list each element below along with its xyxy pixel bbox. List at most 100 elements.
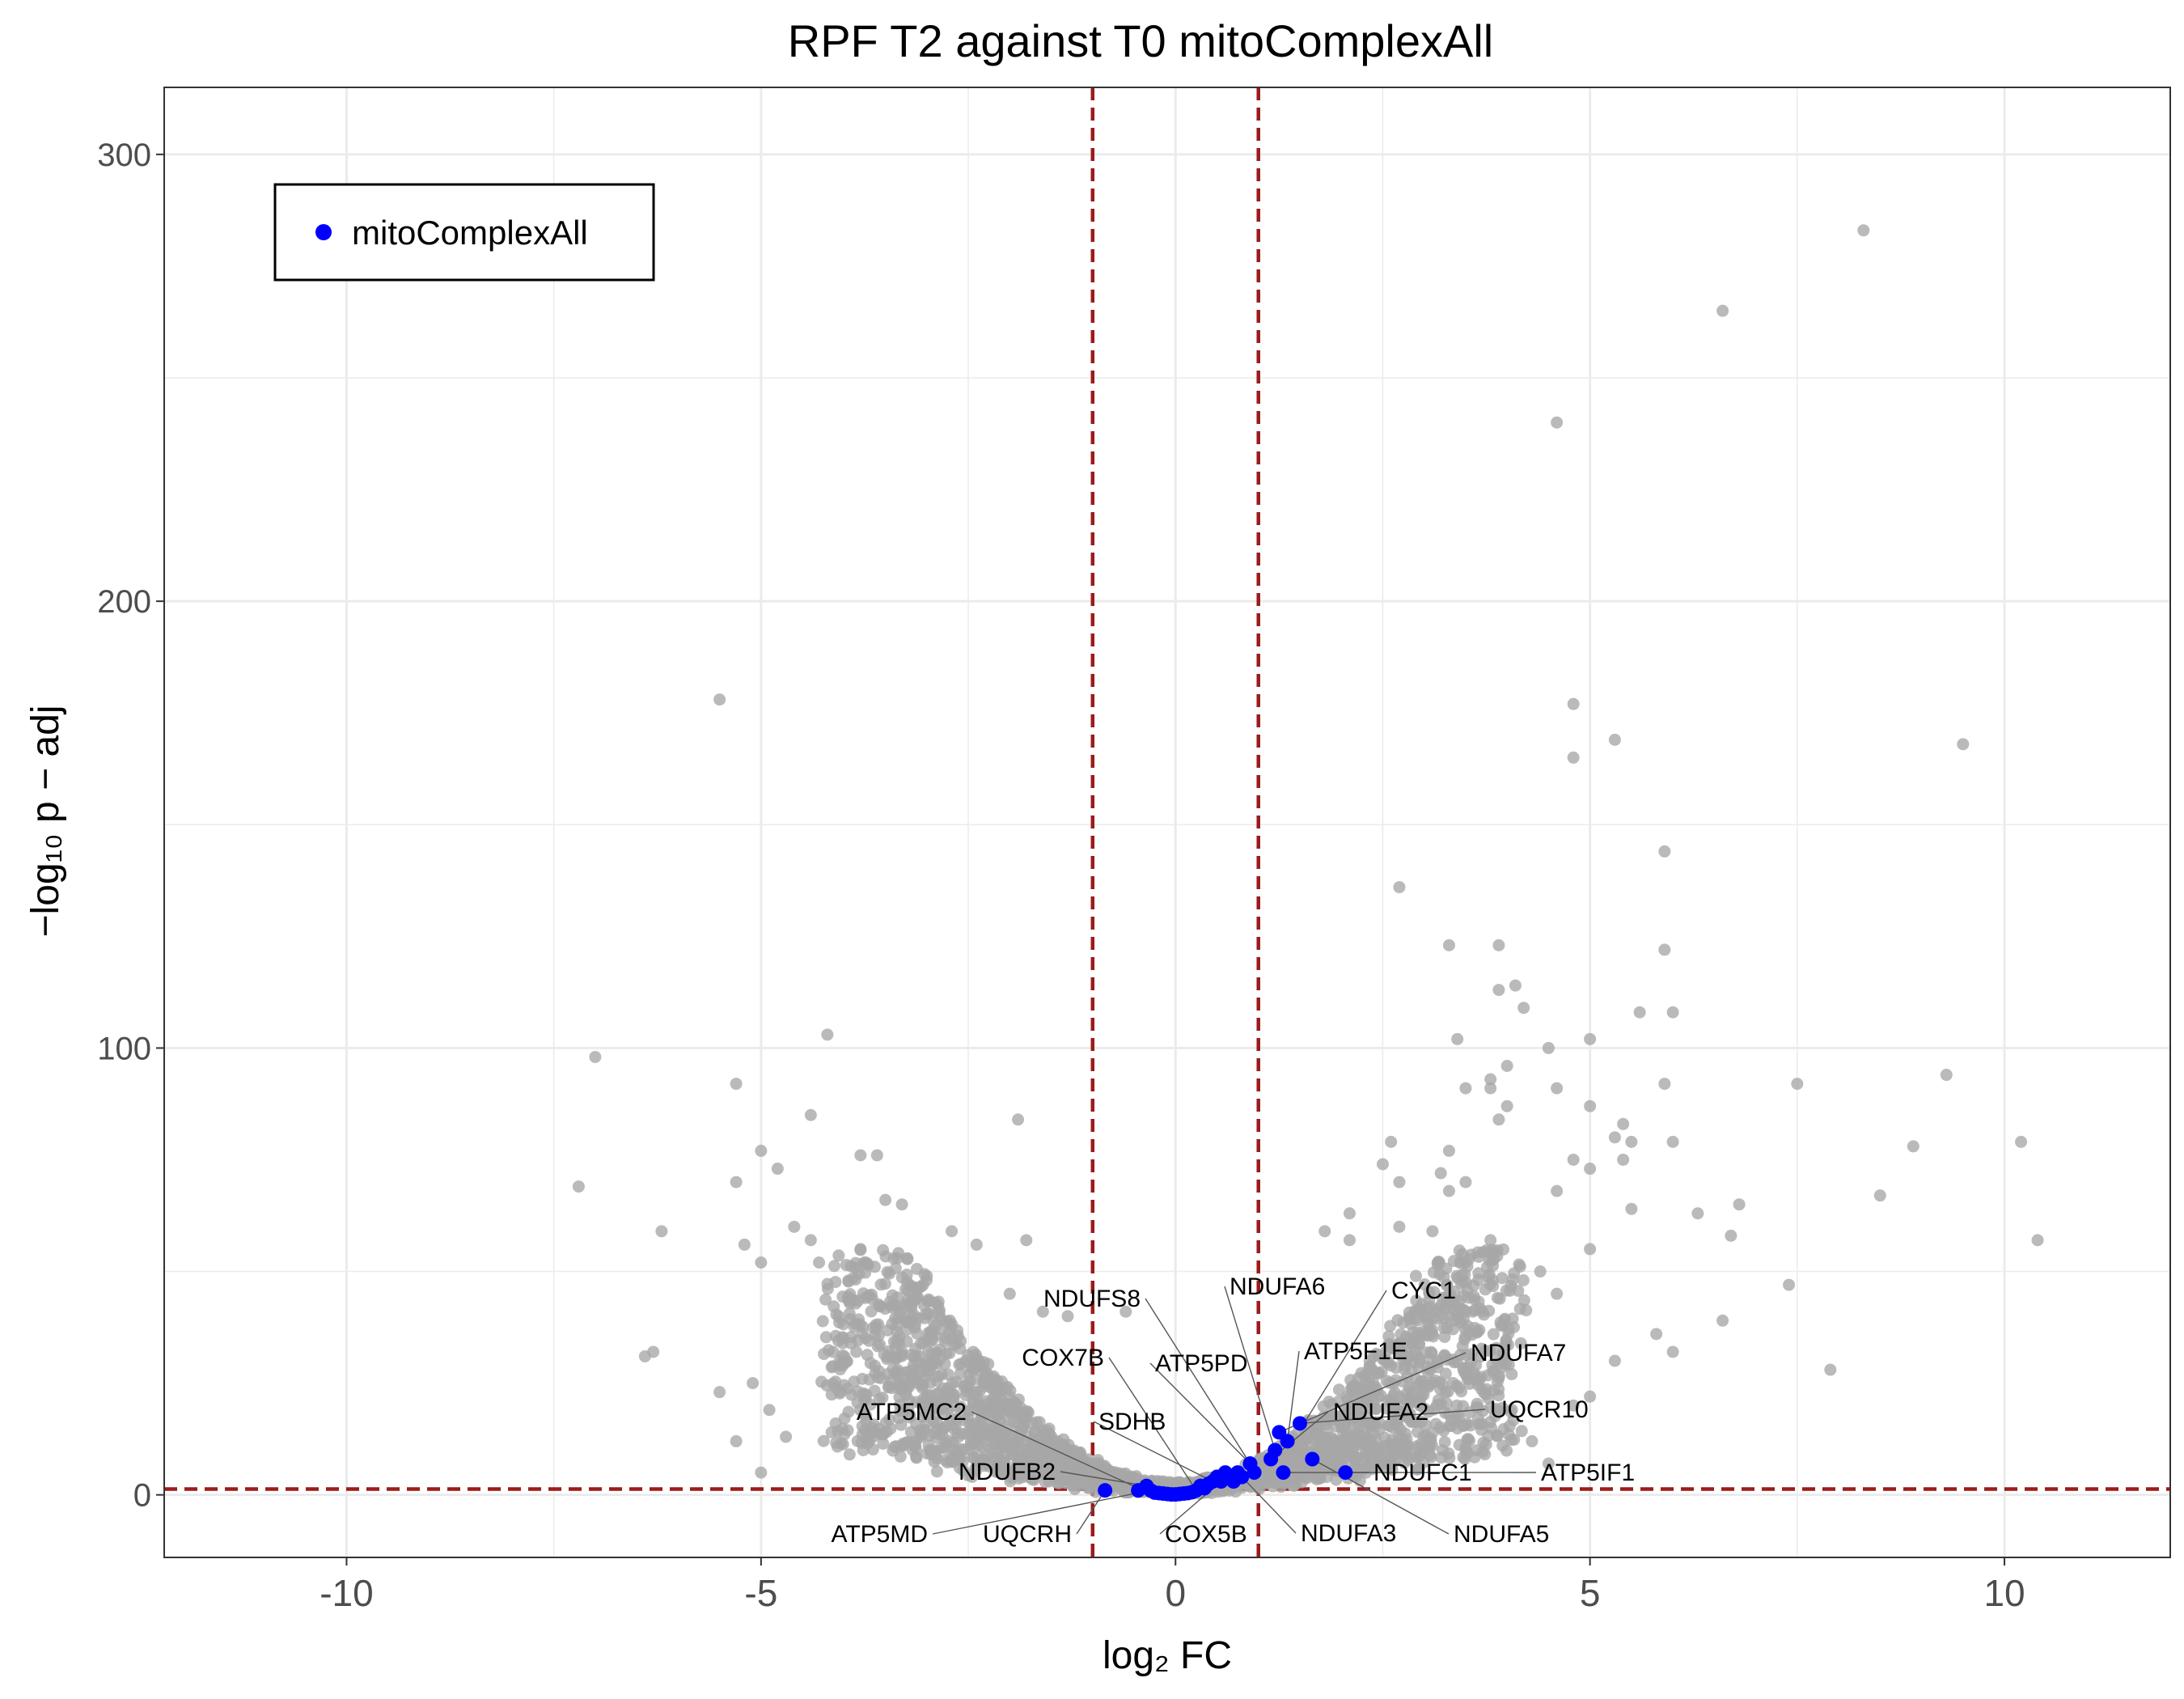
data-point bbox=[1020, 1234, 1033, 1247]
data-point bbox=[1343, 1234, 1356, 1247]
data-point bbox=[1380, 1375, 1393, 1388]
data-point bbox=[829, 1329, 842, 1342]
data-point bbox=[903, 1394, 916, 1407]
data-point bbox=[1414, 1378, 1427, 1391]
leader-line bbox=[932, 1489, 1151, 1535]
data-point bbox=[1509, 979, 1522, 992]
data-point bbox=[1505, 1368, 1518, 1381]
data-point bbox=[1551, 1287, 1564, 1300]
data-point bbox=[833, 1387, 846, 1400]
data-point bbox=[647, 1345, 660, 1358]
data-point bbox=[589, 1050, 602, 1063]
grid-lines bbox=[164, 87, 2170, 1557]
data-point bbox=[1625, 1202, 1638, 1215]
data-point bbox=[864, 1398, 877, 1411]
data-point bbox=[1716, 304, 1729, 317]
data-point bbox=[1873, 1189, 1886, 1202]
data-point bbox=[910, 1282, 923, 1295]
data-point bbox=[1439, 1367, 1452, 1380]
data-point bbox=[860, 1415, 873, 1428]
data-point bbox=[900, 1383, 913, 1396]
data-point bbox=[854, 1149, 867, 1162]
data-point bbox=[877, 1437, 890, 1450]
data-point bbox=[730, 1078, 743, 1091]
data-point bbox=[1442, 1184, 1455, 1197]
data-point bbox=[837, 1318, 850, 1331]
data-point bbox=[1470, 1358, 1483, 1371]
data-point bbox=[1438, 1349, 1451, 1362]
chart-title: RPF T2 against T0 mitoComplexAll bbox=[788, 15, 1493, 66]
data-point bbox=[929, 1296, 942, 1309]
data-point bbox=[1426, 1225, 1439, 1238]
data-point bbox=[821, 1028, 834, 1041]
data-point bbox=[1514, 1337, 1527, 1349]
data-point bbox=[853, 1318, 866, 1331]
data-point bbox=[958, 1414, 971, 1427]
plot-panel bbox=[164, 87, 2170, 1557]
data-point bbox=[1716, 1314, 1729, 1327]
data-point bbox=[1387, 1408, 1400, 1421]
data-point bbox=[730, 1176, 743, 1188]
data-point bbox=[1584, 1243, 1597, 1256]
data-point bbox=[992, 1460, 1005, 1473]
data-point bbox=[1494, 1316, 1507, 1329]
data-point bbox=[874, 1371, 887, 1384]
data-point bbox=[851, 1434, 864, 1447]
data-point bbox=[1407, 1326, 1420, 1339]
data-point bbox=[901, 1252, 914, 1265]
data-point bbox=[904, 1409, 916, 1421]
legend-swatch bbox=[315, 224, 332, 240]
data-point bbox=[1542, 1041, 1555, 1054]
data-point bbox=[1409, 1269, 1422, 1282]
data-point bbox=[1369, 1347, 1382, 1360]
data-point bbox=[870, 1321, 882, 1334]
data-point bbox=[1584, 1390, 1597, 1403]
data-point bbox=[1418, 1278, 1431, 1291]
gene-label: ATP5F1E bbox=[1304, 1338, 1407, 1365]
data-point bbox=[780, 1430, 793, 1443]
data-point bbox=[1384, 1320, 1397, 1333]
leader-line bbox=[1076, 1489, 1106, 1535]
data-point bbox=[1608, 1131, 1621, 1144]
data-point bbox=[1438, 1330, 1451, 1343]
data-point bbox=[1332, 1434, 1345, 1447]
data-point bbox=[1658, 1078, 1671, 1091]
data-point bbox=[842, 1274, 855, 1287]
highlight-point bbox=[1280, 1434, 1295, 1449]
data-point bbox=[895, 1418, 908, 1431]
gene-label: NDUFA3 bbox=[1301, 1520, 1396, 1547]
data-point bbox=[1492, 1113, 1505, 1126]
data-point bbox=[1459, 1176, 1472, 1188]
data-point bbox=[1395, 1328, 1407, 1341]
panel-border bbox=[163, 87, 2171, 1558]
data-point bbox=[1492, 938, 1505, 951]
legend: mitoComplexAll bbox=[273, 183, 655, 282]
data-point bbox=[891, 1252, 904, 1265]
data-point bbox=[1650, 1328, 1663, 1341]
data-point bbox=[991, 1407, 1004, 1420]
data-point bbox=[1567, 751, 1580, 764]
data-point bbox=[1502, 1323, 1515, 1336]
data-point bbox=[889, 1311, 902, 1324]
leader-line bbox=[1312, 1458, 1450, 1535]
data-point bbox=[1037, 1429, 1050, 1442]
data-point bbox=[1461, 1260, 1474, 1273]
data-point bbox=[942, 1327, 955, 1340]
data-point bbox=[1393, 1220, 1406, 1233]
data-point bbox=[1017, 1420, 1030, 1433]
data-point bbox=[1384, 1338, 1397, 1351]
highlight-point bbox=[1292, 1416, 1307, 1431]
data-point bbox=[956, 1427, 969, 1440]
highlight-point bbox=[1234, 1469, 1250, 1485]
data-point bbox=[1472, 1250, 1485, 1263]
data-point bbox=[1283, 1455, 1296, 1468]
data-point bbox=[572, 1180, 585, 1193]
y-axis-title: −log₁₀ p − adj bbox=[24, 705, 67, 938]
data-point bbox=[788, 1220, 801, 1233]
data-point bbox=[1484, 1073, 1497, 1086]
legend-label: mitoComplexAll bbox=[352, 214, 588, 252]
gene-label: NDUFA7 bbox=[1471, 1340, 1566, 1366]
highlight-point bbox=[1098, 1483, 1113, 1498]
data-point bbox=[1298, 1444, 1311, 1457]
data-point bbox=[1408, 1305, 1421, 1318]
